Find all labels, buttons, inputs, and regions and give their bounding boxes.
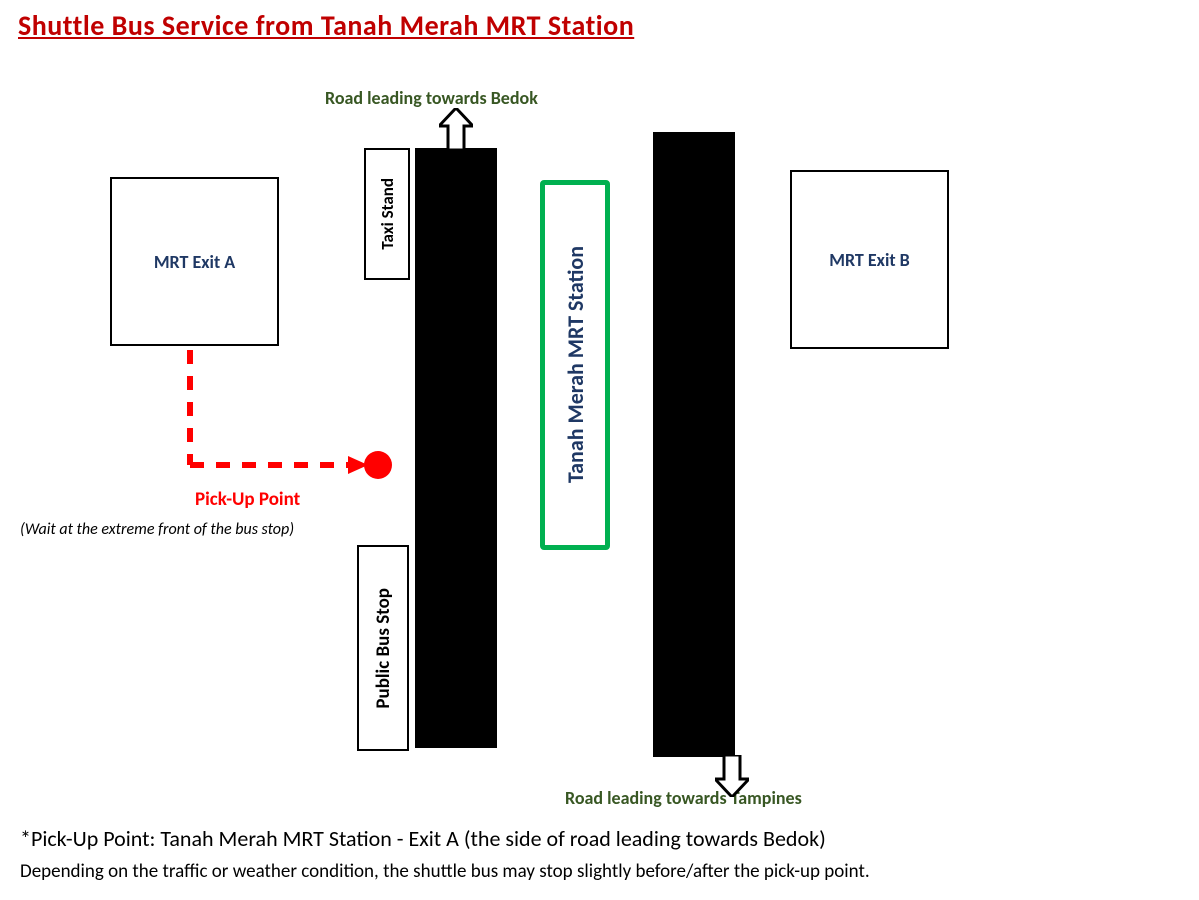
public-bus-stop: Public Bus Stop (357, 545, 409, 751)
footer-line-2: Depending on the traffic or weather cond… (20, 860, 870, 883)
arrow-down-icon (715, 755, 749, 797)
road-label-top: Road leading towards Bedok (325, 87, 538, 109)
footer-line-1: *Pick-Up Point: Tanah Merah MRT Station … (20, 825, 826, 852)
road-right (653, 132, 735, 757)
mrt-exit-b-label: MRT Exit B (829, 249, 910, 271)
mrt-exit-a: MRT Exit A (110, 177, 279, 346)
taxi-stand: Taxi Stand (364, 148, 410, 280)
arrow-up-icon (439, 108, 473, 150)
mrt-station-label: Tanah Merah MRT Station (562, 246, 589, 483)
pickup-point-label: Pick-Up Point (195, 488, 300, 511)
page-title: Shuttle Bus Service from Tanah Merah MRT… (18, 8, 634, 43)
pickup-dot-icon (364, 451, 392, 479)
wait-note: (Wait at the extreme front of the bus st… (20, 520, 294, 539)
road-left (415, 148, 497, 748)
mrt-station: Tanah Merah MRT Station (540, 180, 610, 550)
public-bus-stop-label: Public Bus Stop (372, 588, 395, 709)
taxi-stand-label: Taxi Stand (377, 178, 398, 250)
mrt-exit-a-label: MRT Exit A (154, 251, 235, 273)
path-arrowhead-icon (348, 456, 368, 474)
road-label-bottom: Road leading towards Tampines (565, 787, 802, 809)
mrt-exit-b: MRT Exit B (790, 170, 949, 349)
